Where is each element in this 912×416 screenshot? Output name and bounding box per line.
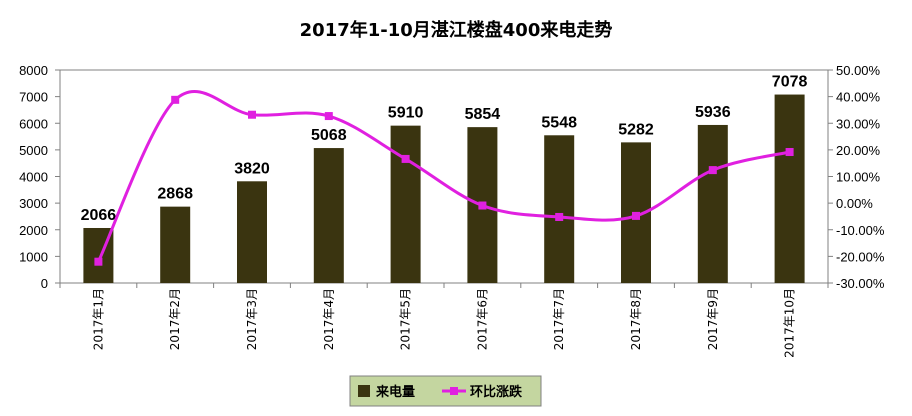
- bar-data-label: 5936: [695, 104, 731, 121]
- line-point: [785, 148, 794, 157]
- x-tick-label: 2017年3月: [245, 288, 259, 350]
- line-point: [708, 166, 717, 175]
- x-tick-label: 2017年6月: [475, 288, 489, 350]
- chart-title: 2017年1-10月湛江楼盘400来电走势: [300, 19, 613, 41]
- bar-data-label: 5548: [541, 114, 577, 131]
- left-tick-label: 8000: [19, 63, 48, 78]
- bar-data-labels: 2066 2868 3820 5068 5910 5854 5548 5282 5936 7078: [81, 74, 808, 224]
- right-tick-label: -30.00%: [836, 276, 885, 291]
- legend-label: 来电量: [375, 384, 415, 400]
- legend-box: [349, 375, 542, 407]
- bar-data-label: 2066: [81, 207, 117, 224]
- right-tick-label: 20.00%: [836, 143, 881, 158]
- x-tick-label: 2017年8月: [629, 288, 643, 350]
- bar: [697, 124, 728, 283]
- bar: [313, 148, 344, 283]
- bar: [544, 135, 575, 283]
- line-point: [401, 154, 410, 163]
- left-tick-label: 6000: [19, 116, 48, 131]
- left-tick-label: 3000: [19, 196, 48, 211]
- bar: [774, 94, 805, 283]
- right-tick-label: -20.00%: [836, 249, 885, 264]
- axes: 0 1000 2000 3000 4000 5000 6000 7000 8000 -30.00%…: [19, 63, 885, 358]
- left-tick-label: 1000: [19, 249, 48, 264]
- x-tick-label: 2017年10月: [783, 288, 797, 358]
- right-tick-label: 30.00%: [836, 116, 881, 131]
- x-tick-label: 2017年1月: [91, 288, 105, 350]
- bar-data-label: 5854: [465, 106, 501, 123]
- right-tick-label: -10.00%: [836, 223, 885, 238]
- left-tick-label: 7000: [19, 90, 48, 105]
- left-tick-label: 2000: [19, 223, 48, 238]
- bar: [390, 125, 421, 284]
- bar-data-label: 2868: [157, 186, 193, 203]
- legend-label: 环比涨跌: [470, 384, 523, 400]
- line-point: [555, 212, 564, 221]
- right-tick-label: 40.00%: [836, 90, 881, 105]
- line-point: [94, 257, 103, 266]
- legend-swatch-bar: [358, 385, 370, 397]
- bar-data-label: 3820: [234, 160, 270, 177]
- left-tick-label: 4000: [19, 170, 48, 185]
- line-point: [478, 201, 487, 210]
- legend-swatch-marker: [450, 387, 458, 395]
- right-tick-label: 10.00%: [836, 170, 881, 185]
- right-tick-label: 0.00%: [836, 196, 873, 211]
- x-tick-label: 2017年4月: [322, 288, 336, 350]
- x-tick-label: 2017年5月: [399, 288, 413, 350]
- line-series: [94, 90, 794, 266]
- x-tick-label: 2017年2月: [168, 288, 182, 350]
- left-tick-label: 0: [41, 276, 48, 291]
- bar-data-label: 5910: [388, 105, 424, 122]
- x-tick-label: 2017年9月: [706, 288, 720, 350]
- line-point: [324, 112, 333, 121]
- left-tick-label: 5000: [19, 143, 48, 158]
- line-point: [248, 110, 256, 119]
- line-point: [632, 211, 640, 220]
- legend: 来电量 环比涨跌: [349, 375, 542, 407]
- bar: [160, 206, 191, 283]
- line-point: [171, 95, 180, 104]
- bar-series: [83, 94, 805, 284]
- right-tick-label: 50.00%: [836, 63, 881, 78]
- series-line: [97, 90, 790, 263]
- x-tick-label: 2017年7月: [552, 288, 566, 350]
- bar: [237, 181, 267, 283]
- bar-data-label: 5068: [311, 127, 347, 144]
- bar-data-label: 7078: [772, 74, 808, 91]
- bar-data-label: 5282: [618, 121, 654, 138]
